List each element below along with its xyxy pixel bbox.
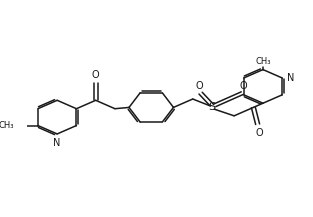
Text: N: N xyxy=(54,138,61,148)
Text: S: S xyxy=(208,102,216,112)
Text: O: O xyxy=(92,70,100,80)
Text: CH₃: CH₃ xyxy=(0,121,14,130)
Text: CH₃: CH₃ xyxy=(255,57,271,66)
Text: O: O xyxy=(240,81,248,90)
Text: O: O xyxy=(255,128,263,138)
Text: N: N xyxy=(287,73,295,83)
Text: O: O xyxy=(195,81,203,90)
